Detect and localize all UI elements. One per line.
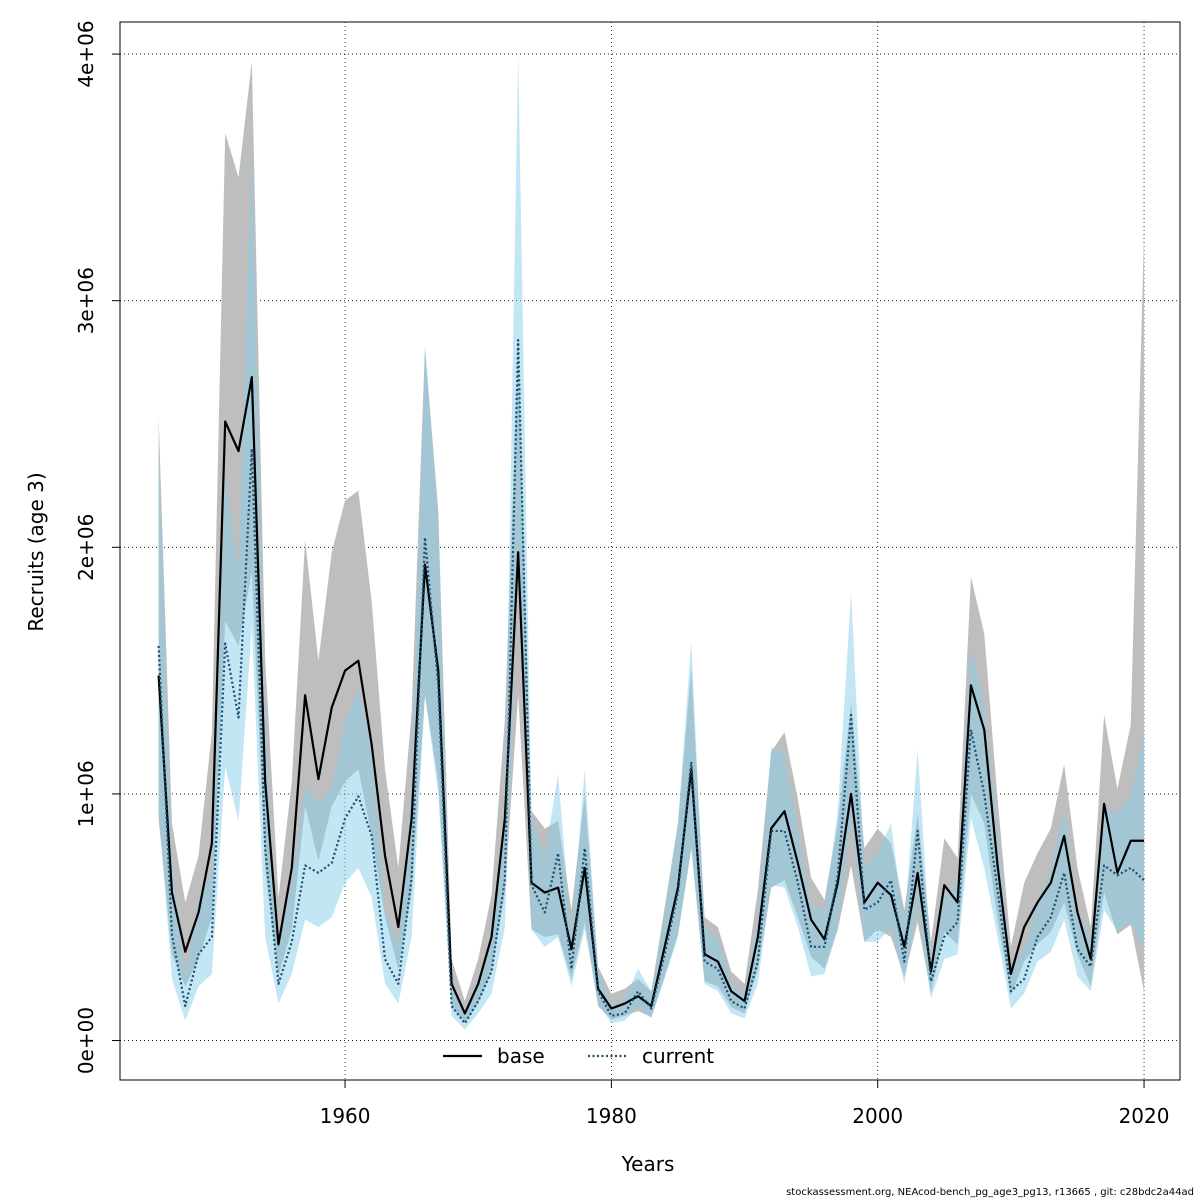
y-tick-label: 0e+00 [74, 1007, 98, 1074]
x-tick-label: 2020 [1119, 1104, 1170, 1128]
line-base [157, 376, 1145, 1015]
x-tick-label: 1980 [586, 1104, 637, 1128]
footer-note: stockassessment.org, NEAcod-bench_pg_age… [786, 1187, 1194, 1198]
band-current [158, 54, 1145, 1030]
legend-base-label: base [497, 1044, 545, 1068]
y-tick-label: 3e+06 [74, 267, 98, 334]
legend-current-label: current [642, 1044, 714, 1068]
plot-frame [119, 21, 1181, 1081]
series-lines [157, 339, 1145, 1025]
confidence-bands [158, 54, 1145, 1030]
line-current [157, 339, 1145, 1025]
y-tick-label: 4e+06 [74, 20, 98, 87]
x-tick-label: 2000 [852, 1104, 903, 1128]
y-tick-label: 2e+06 [74, 514, 98, 581]
axis-ticks: 1960 1980 2000 2020 0e+00 1e+06 2e+06 3e+06 4e+0… [74, 20, 1169, 1128]
y-axis-title: Recruits (age 3) [24, 472, 48, 631]
legend: base current [443, 1044, 714, 1068]
x-tick-label: 1960 [320, 1104, 371, 1128]
x-axis-title: Years [621, 1152, 675, 1176]
y-tick-label: 1e+06 [74, 760, 98, 827]
